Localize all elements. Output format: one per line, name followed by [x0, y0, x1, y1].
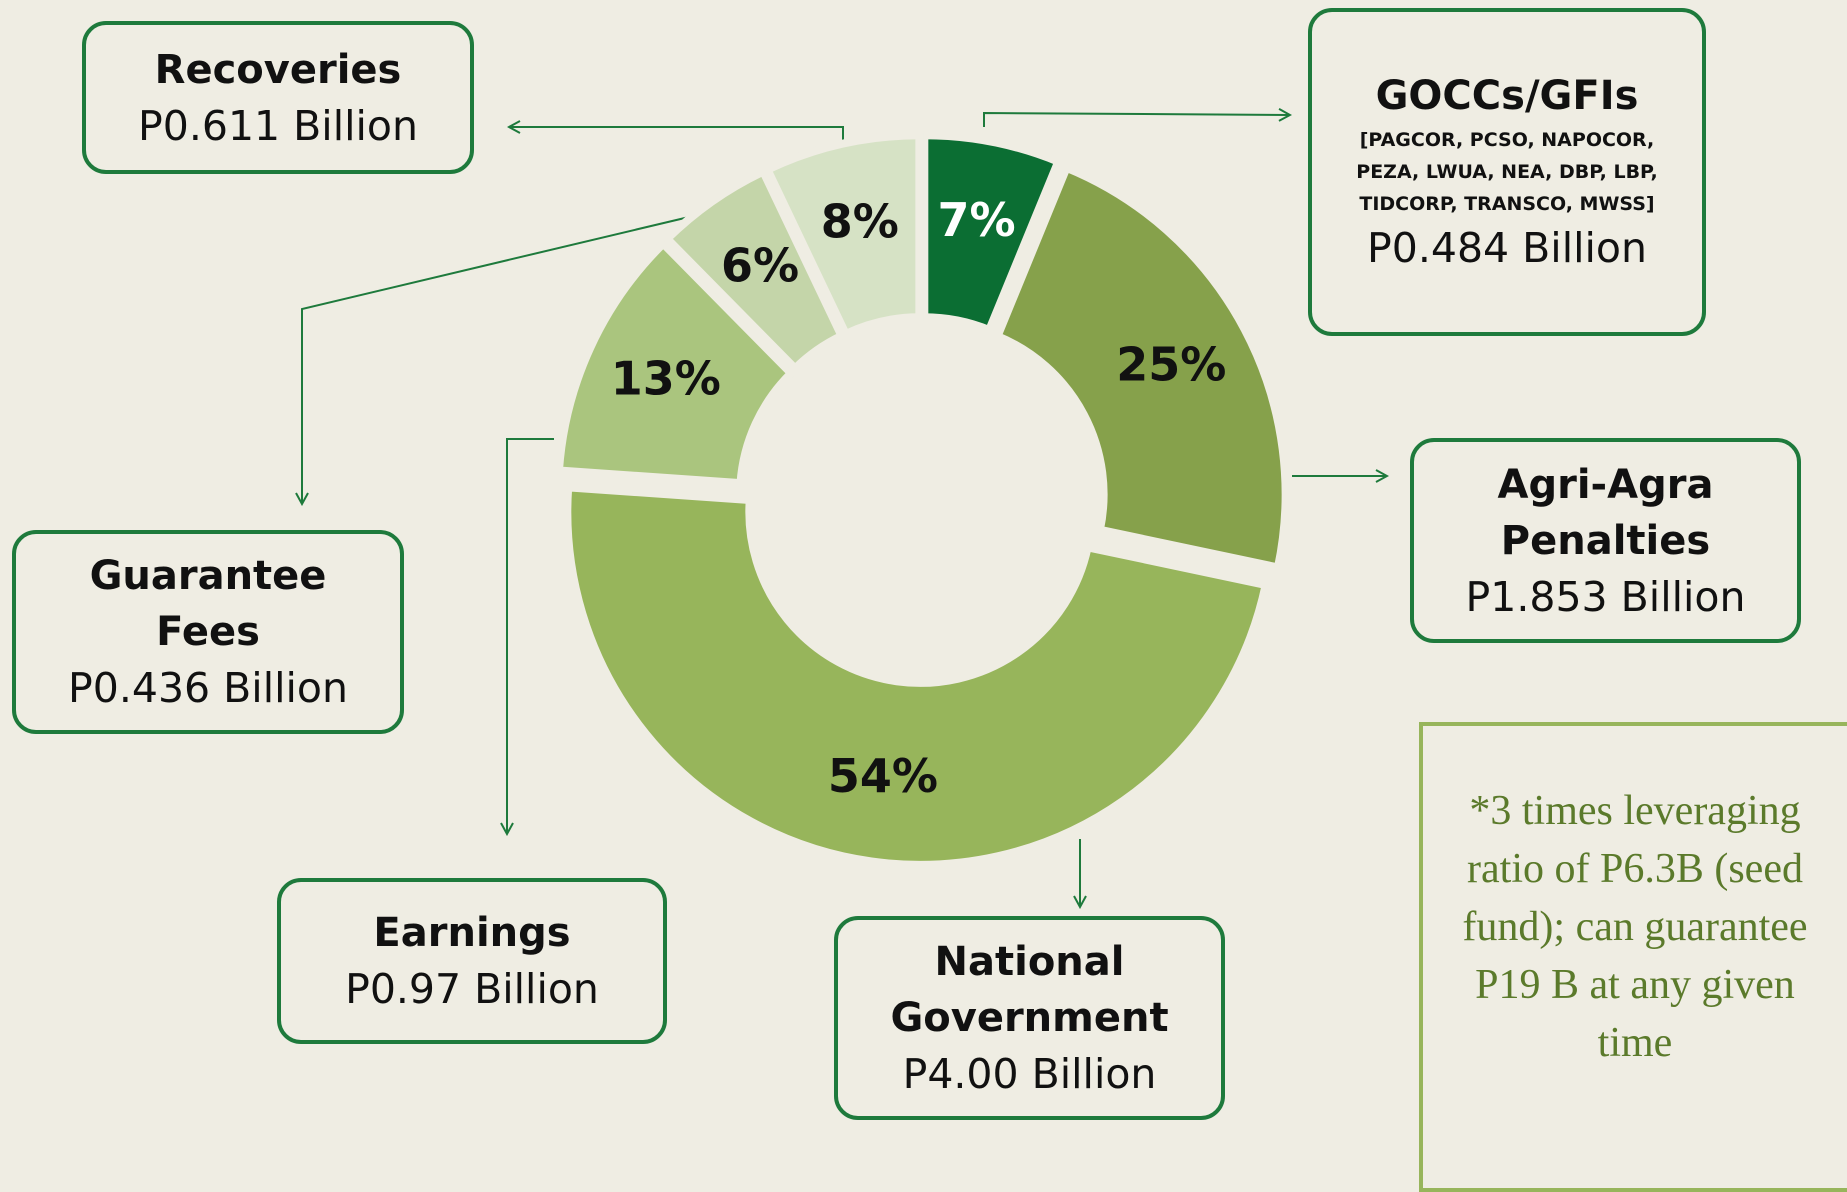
connector: [983, 113, 1290, 127]
donut-segment: [661, 166, 847, 375]
callout-title: Recoveries: [154, 46, 402, 93]
callout: Recoveries P0.611 Billion: [82, 21, 474, 174]
callout: National Government P4.00 Billion: [834, 916, 1225, 1120]
callout-title: Guarantee Fees: [89, 553, 327, 655]
callout: Guarantee Fees P0.436 Billion: [12, 530, 404, 734]
note: *3 times leveraging ratio of P6.3B (seed…: [1419, 722, 1847, 1192]
connector: [507, 438, 554, 834]
callout-amount: P0.97 Billion: [345, 965, 599, 1013]
callout: Agri-Agra Penalties P1.853 Billion: [1410, 438, 1801, 643]
callout-amount: P4.00 Billion: [902, 1050, 1157, 1098]
data-label: 13%: [611, 352, 721, 406]
callout-amount: P0.436 Billion: [68, 664, 348, 712]
callout: GOCCs/GFIs [PAGCOR, PCSO, NAPOCOR, PEZA,…: [1308, 8, 1706, 336]
callout-title: GOCCs/GFIs: [1375, 73, 1639, 119]
callout-amount: P0.611 Billion: [138, 101, 418, 150]
callout: Earnings P0.97 Billion: [277, 878, 667, 1044]
data-label: 7%: [937, 193, 1015, 247]
callout-amount: P1.853 Billion: [1465, 572, 1746, 621]
donut-segment: [920, 131, 1064, 336]
connectors: [302, 113, 1387, 907]
connector: [302, 216, 690, 504]
donut: 7% 25% 54% 13% 6% 8%: [554, 131, 1290, 869]
donut-segment: [762, 131, 924, 340]
data-label: 25%: [1116, 338, 1226, 392]
donut-segment: [554, 237, 797, 488]
donut-segment: [563, 483, 1271, 869]
callout-amount: P0.484 Billion: [1367, 224, 1647, 272]
callout-detail: [PAGCOR, PCSO, NAPOCOR, PEZA, LWUA, NEA,…: [1356, 129, 1658, 215]
callout-title: Agri-Agra Penalties: [1497, 461, 1714, 564]
callout-title: Earnings: [373, 910, 571, 956]
connector: [509, 127, 844, 147]
callout-title: National Government: [890, 939, 1169, 1041]
data-label: 8%: [821, 194, 899, 248]
data-label: 6%: [721, 239, 799, 293]
data-label: 54%: [828, 749, 938, 803]
donut-segment: [992, 162, 1290, 573]
